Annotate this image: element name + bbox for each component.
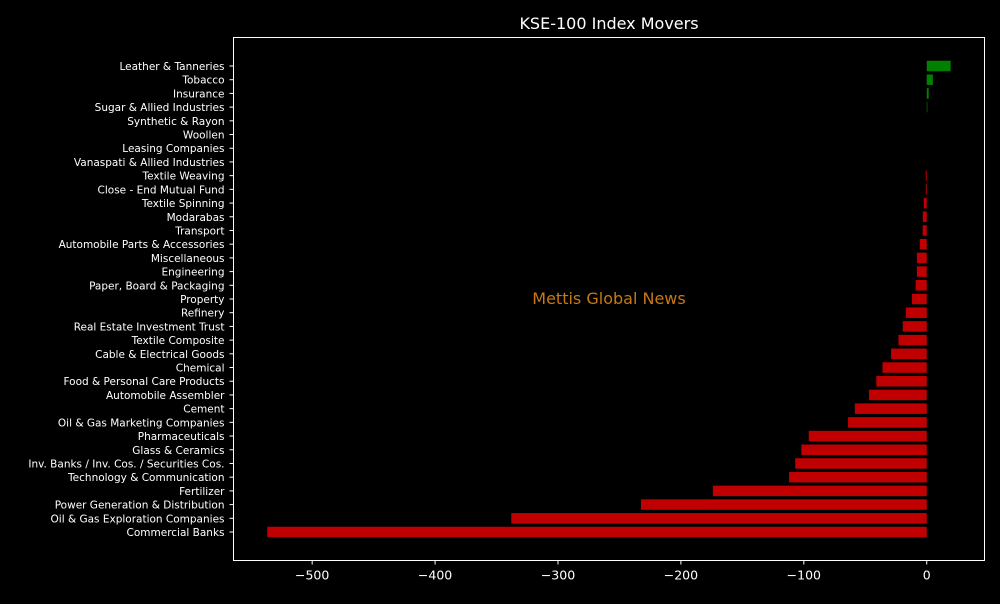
bar xyxy=(916,266,927,277)
bar xyxy=(916,252,927,264)
watermark: Mettis Global News xyxy=(532,289,685,308)
bar xyxy=(905,307,927,318)
y-tick-label: Leather & Tanneries xyxy=(119,61,224,73)
bar xyxy=(926,101,928,113)
y-tick-label: Cement xyxy=(183,404,224,416)
y-tick-label: Close - End Mutual Fund xyxy=(98,184,225,196)
bar xyxy=(915,280,927,291)
y-tick-label: Transport xyxy=(174,225,224,237)
y-tick-label: Synthetic & Rayon xyxy=(127,116,224,128)
y-tick-label: Textile Composite xyxy=(131,335,225,347)
chart-title: KSE-100 Index Movers xyxy=(519,14,698,33)
bar xyxy=(848,417,927,428)
y-tick-label: Oil & Gas Exploration Companies xyxy=(51,513,225,525)
bar xyxy=(926,74,933,85)
y-tick-label: Real Estate Investment Trust xyxy=(74,321,225,333)
bar xyxy=(868,389,927,401)
bar xyxy=(925,184,927,195)
bar xyxy=(922,211,927,223)
x-tick-label: −200 xyxy=(664,568,698,583)
y-tick-label: Power Generation & Distribution xyxy=(55,500,225,512)
bar xyxy=(854,403,927,414)
x-tick-label: 0 xyxy=(923,568,931,583)
bar xyxy=(808,430,927,442)
y-tick-label: Sugar & Allied Industries xyxy=(95,102,225,114)
y-tick-label: Property xyxy=(180,294,224,306)
y-tick-label: Glass & Ceramics xyxy=(132,445,224,457)
bar xyxy=(923,197,927,209)
y-tick-label: Insurance xyxy=(173,88,225,100)
y-tick-label: Textile Weaving xyxy=(142,171,225,183)
bar xyxy=(795,458,927,469)
bar xyxy=(511,513,927,524)
y-tick-label: Modarabas xyxy=(167,212,225,224)
y-tick-label: Miscellaneous xyxy=(151,253,225,265)
y-tick-label: Woollen xyxy=(183,130,225,142)
y-tick-label: Commercial Banks xyxy=(127,527,225,539)
y-tick-label: Fertilizer xyxy=(179,486,225,498)
bar xyxy=(919,238,927,250)
y-tick-label: Engineering xyxy=(162,267,225,279)
y-tick-label: Tobacco xyxy=(181,75,224,87)
bar xyxy=(801,444,927,456)
y-tick-label: Technology & Communication xyxy=(67,472,224,484)
bar xyxy=(926,60,951,72)
x-tick-label: −500 xyxy=(295,568,329,583)
bar xyxy=(898,334,927,346)
bar xyxy=(882,362,927,373)
x-tick-label: −400 xyxy=(418,568,452,583)
y-tick-label: Pharmaceuticals xyxy=(138,431,225,443)
bar xyxy=(911,293,927,305)
bar xyxy=(876,375,927,387)
bar xyxy=(640,499,927,510)
y-tick-label: Leasing Companies xyxy=(122,143,224,155)
bar xyxy=(267,526,927,538)
y-tick-label: Automobile Parts & Accessories xyxy=(59,239,225,251)
bar xyxy=(925,170,927,181)
bar xyxy=(789,471,927,483)
bar xyxy=(922,225,927,236)
x-tick-label: −100 xyxy=(787,568,821,583)
y-tick-label: Paper, Board & Packaging xyxy=(89,280,224,292)
bar xyxy=(891,348,927,360)
bar xyxy=(926,88,929,99)
y-tick-label: Cable & Electrical Goods xyxy=(95,349,224,361)
y-tick-label: Inv. Banks / Inv. Cos. / Securities Cos. xyxy=(28,458,224,470)
y-tick-label: Automobile Assembler xyxy=(106,390,225,402)
y-tick-label: Chemical xyxy=(176,363,225,375)
y-tick-label: Vanaspati & Allied Industries xyxy=(74,157,225,169)
y-tick-label: Food & Personal Care Products xyxy=(63,376,224,388)
bar xyxy=(902,321,927,332)
y-tick-label: Textile Spinning xyxy=(141,198,225,210)
x-tick-label: −300 xyxy=(541,568,575,583)
bar xyxy=(712,485,927,497)
plot-frame xyxy=(233,37,985,561)
y-tick-label: Oil & Gas Marketing Companies xyxy=(58,417,225,429)
y-tick-label: Refinery xyxy=(181,308,225,320)
